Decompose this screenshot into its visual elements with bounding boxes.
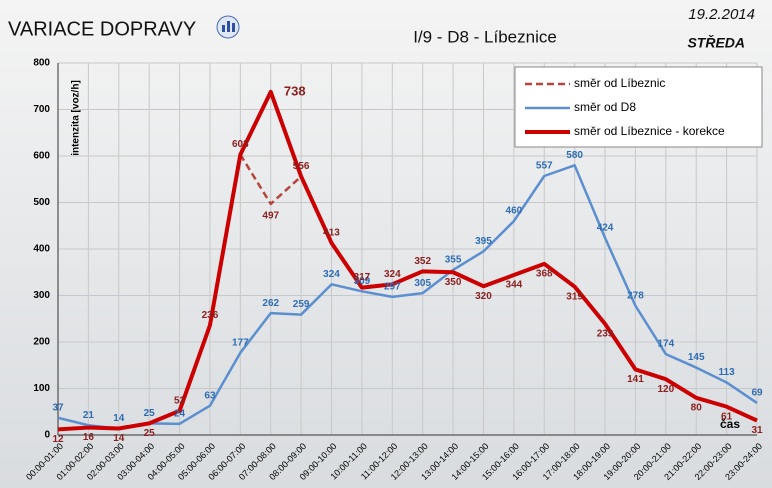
data-label: 25 [144, 408, 156, 419]
data-label: 37 [52, 402, 64, 413]
icon [217, 16, 239, 38]
data-label: 395 [475, 236, 492, 247]
data-label: 460 [506, 206, 523, 217]
data-label: 324 [384, 269, 401, 280]
chart-title: VARIACE DOPRAVY [8, 18, 196, 40]
data-label: 61 [721, 411, 733, 422]
chart: VARIACE DOPRAVY I/9 - D8 - Líbeznice 19.… [0, 0, 772, 488]
y-tick-label: 100 [33, 383, 50, 394]
data-label: 239 [597, 329, 614, 340]
date: 19.2.2014 [688, 6, 755, 23]
data-label: 344 [506, 280, 523, 291]
data-label: 278 [627, 290, 644, 301]
data-label: 174 [657, 339, 674, 350]
data-label: 297 [384, 282, 401, 293]
data-label: 738 [284, 83, 306, 98]
data-label: 21 [83, 410, 95, 421]
data-label: 177 [232, 337, 249, 348]
data-label: 141 [627, 374, 644, 385]
data-label: 355 [445, 255, 462, 266]
data-label: 497 [262, 211, 279, 222]
data-label: 145 [688, 352, 705, 363]
data-label: 319 [566, 291, 583, 302]
data-label: 12 [52, 434, 64, 445]
y-tick-label: 400 [33, 244, 50, 255]
data-label: 413 [323, 228, 340, 239]
data-label: 262 [262, 298, 279, 309]
data-label: 16 [83, 432, 95, 443]
data-label: 305 [414, 278, 431, 289]
y-tick-label: 800 [33, 58, 50, 69]
chart-subtitle: I/9 - D8 - Líbeznice [413, 27, 557, 46]
data-label: 69 [751, 388, 763, 399]
legend-label: směr od D8 [574, 100, 636, 114]
weekday: STŘEDA [687, 34, 745, 51]
data-label: 324 [323, 269, 340, 280]
data-label: 320 [475, 291, 492, 302]
legend-label: směr od Líbeznice - korekce [574, 124, 725, 138]
y-tick-label: 600 [33, 151, 50, 162]
y-tick-label: 200 [33, 337, 50, 348]
y-tick-label: 700 [33, 104, 50, 115]
data-label: 63 [204, 390, 216, 401]
data-label: 113 [719, 367, 736, 378]
data-label: 557 [536, 161, 553, 172]
data-label: 603 [232, 139, 249, 150]
legend-label: směr od Líbeznic [574, 76, 665, 90]
data-label: 350 [445, 277, 462, 288]
data-label: 24 [174, 408, 186, 419]
data-label: 14 [113, 433, 125, 444]
data-label: 424 [597, 222, 614, 233]
data-label: 236 [202, 310, 219, 321]
data-label: 317 [354, 272, 371, 283]
data-label: 120 [657, 384, 674, 395]
data-label: 556 [293, 161, 310, 172]
data-label: 368 [536, 269, 553, 280]
y-axis-label: intenzita [voz/h] [71, 80, 82, 156]
data-label: 80 [691, 402, 703, 413]
data-label: 52 [174, 395, 186, 406]
data-label: 25 [144, 428, 156, 439]
data-label: 14 [113, 413, 125, 424]
y-tick-label: 0 [44, 430, 50, 441]
data-label: 352 [414, 256, 431, 267]
y-tick-label: 500 [33, 197, 50, 208]
legend: směr od Líbeznic směr od D8 směr od Líbezn… [515, 67, 762, 147]
y-tick-label: 300 [33, 290, 50, 301]
data-label: 259 [293, 299, 310, 310]
data-label: 31 [751, 425, 763, 436]
data-label: 580 [566, 150, 583, 161]
